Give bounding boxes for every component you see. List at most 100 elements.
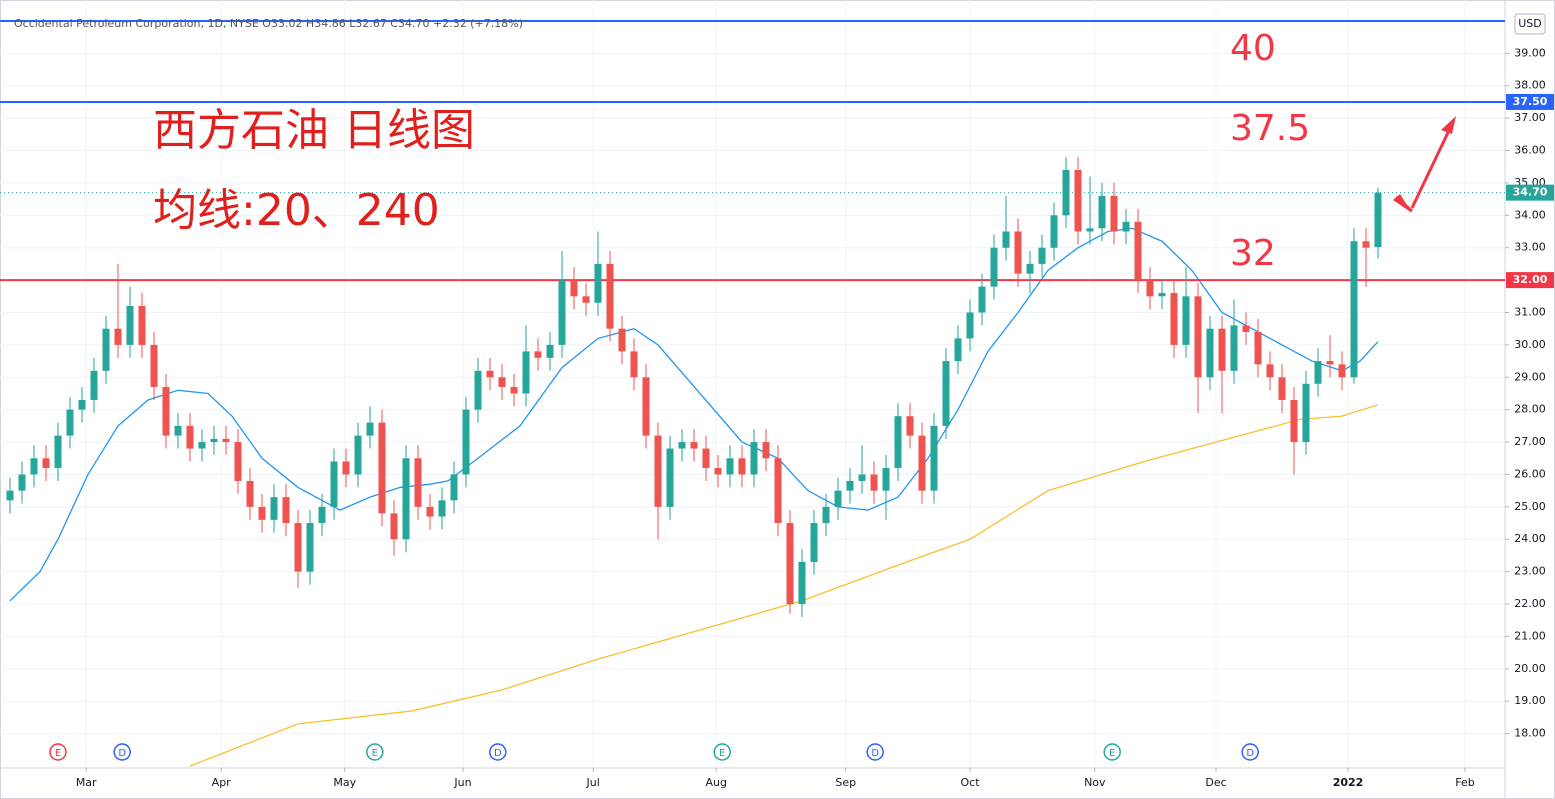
candle-body	[222, 438, 230, 443]
event-marker[interactable]	[866, 743, 884, 761]
event-label: D	[1246, 748, 1254, 759]
candle-body	[978, 286, 986, 313]
y-tick-label: 20.00	[1514, 662, 1546, 675]
candle-body	[1230, 325, 1238, 371]
y-tick-label: 25.00	[1514, 500, 1546, 513]
candle-body	[354, 435, 362, 475]
candle-body	[378, 422, 386, 514]
candle-body	[258, 506, 266, 520]
candle-body	[774, 458, 782, 524]
candle-body	[1266, 364, 1274, 378]
level-annotation: 37.5	[1230, 108, 1310, 149]
x-tick-label: Jun	[453, 776, 471, 789]
event-label: D	[118, 748, 126, 759]
candle-body	[954, 338, 962, 362]
event-marker[interactable]	[1241, 743, 1259, 761]
y-tick-label: 36.00	[1514, 144, 1546, 157]
candle-body	[1170, 293, 1178, 345]
candle-body	[78, 399, 86, 410]
currency-box[interactable]	[1514, 13, 1546, 35]
candle-body	[1206, 328, 1214, 378]
candle-body	[390, 513, 398, 540]
candle-body	[1110, 195, 1118, 232]
candle-body	[1062, 169, 1070, 216]
candle-body	[30, 458, 38, 475]
x-tick-label: May	[333, 776, 356, 789]
candle-body	[486, 370, 494, 378]
candle-body	[1374, 192, 1382, 248]
y-tick-label: 37.00	[1514, 111, 1546, 124]
y-tick-label: 21.00	[1514, 629, 1546, 642]
x-tick-label: Aug	[705, 776, 726, 789]
y-tick-label: 31.00	[1514, 305, 1546, 318]
annotation-title: 西方石油 日线图	[153, 105, 475, 156]
y-tick-label: 39.00	[1514, 46, 1546, 59]
x-tick-label: Nov	[1084, 776, 1106, 789]
price-label: 34.70	[1513, 186, 1548, 199]
candle-body	[870, 474, 878, 491]
event-marker[interactable]	[49, 743, 67, 761]
event-marker[interactable]	[1103, 743, 1121, 761]
x-tick-label: Mar	[76, 776, 97, 789]
y-tick-label: 33.00	[1514, 241, 1546, 254]
currency[interactable]: USD	[1518, 17, 1542, 30]
candle-body	[786, 523, 794, 605]
candle-body	[606, 263, 614, 329]
candle-body	[1254, 331, 1262, 365]
candle-body	[942, 361, 950, 426]
candle-body	[246, 480, 254, 507]
candle-body	[1134, 221, 1142, 281]
candle-body	[810, 523, 818, 562]
candle-body	[582, 296, 590, 303]
y-tick-label: 26.00	[1514, 467, 1546, 480]
event-label: E	[719, 748, 725, 759]
plot	[0, 19, 1505, 767]
candle-body	[1350, 241, 1358, 378]
price-label-box	[1506, 272, 1554, 289]
candle-body	[798, 561, 806, 605]
candle-body	[330, 461, 338, 507]
event-marker[interactable]	[489, 743, 507, 761]
event-marker[interactable]	[366, 743, 384, 761]
candle-body	[498, 377, 506, 387]
candle-body	[1038, 247, 1046, 264]
annotation-ma: 均线:20、240	[153, 185, 440, 236]
y-tick-label: 38.00	[1514, 79, 1546, 92]
event-marker[interactable]	[113, 743, 131, 761]
candle-body	[570, 280, 578, 297]
candle-body	[162, 387, 170, 436]
candle-body	[1218, 328, 1226, 371]
candle-body	[318, 506, 326, 524]
candle-body	[66, 409, 74, 436]
candle-body	[1242, 325, 1250, 332]
candle-body	[510, 387, 518, 394]
candle-body	[342, 461, 350, 475]
y-tick-label: 22.00	[1514, 597, 1546, 610]
event-label: E	[1109, 748, 1115, 759]
y-tick-label: 24.00	[1514, 532, 1546, 545]
candle-body	[462, 409, 470, 475]
candle-body	[618, 328, 626, 352]
candle-body	[42, 458, 50, 468]
candle-body	[102, 328, 110, 371]
event-marker[interactable]	[713, 743, 731, 761]
candle-body	[654, 435, 662, 507]
x-tick-label: Jul	[586, 776, 600, 789]
candle-body	[966, 312, 974, 339]
candle-body	[558, 280, 566, 345]
event-label: E	[55, 748, 61, 759]
candle-body	[1326, 361, 1334, 365]
candle-body	[1182, 296, 1190, 345]
candle-body	[738, 458, 746, 475]
y-tick-label: 28.00	[1514, 403, 1546, 416]
candle-body	[306, 523, 314, 572]
candle-body	[594, 263, 602, 303]
level-annotation: 32	[1230, 233, 1276, 274]
candle-body	[546, 344, 554, 358]
moving-average-line	[189, 404, 1379, 767]
arrow	[1393, 116, 1456, 213]
candle-body	[666, 448, 674, 507]
candle-body	[114, 328, 122, 345]
